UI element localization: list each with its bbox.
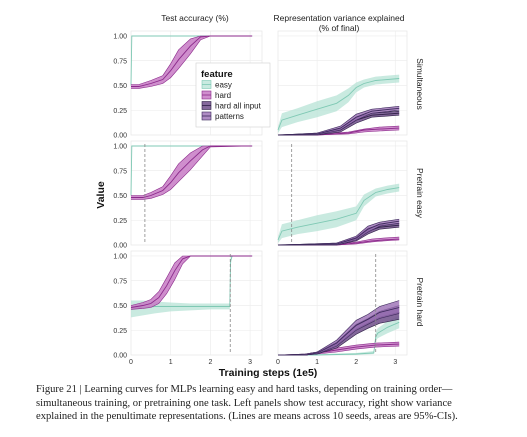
- series-patterns: [277, 300, 400, 356]
- x-tick-label: 3: [393, 359, 397, 366]
- mean-line: [130, 255, 253, 308]
- legend-label: hard: [215, 91, 231, 100]
- legend-label: easy: [215, 81, 232, 90]
- ci-lower-edge: [130, 255, 253, 310]
- ci-band: [278, 300, 400, 355]
- ci-lower-edge: [278, 109, 400, 136]
- ci-band: [278, 74, 400, 133]
- series-easy: [130, 35, 253, 89]
- mean-line: [277, 220, 400, 246]
- row-label-pretrain-easy: Pretrain easy: [415, 168, 425, 219]
- legend-label: patterns: [215, 112, 244, 121]
- y-tick-label: 1.00: [113, 34, 127, 41]
- y-tick-label: 1.00: [113, 254, 127, 261]
- ci-upper-edge: [277, 106, 400, 136]
- mean-line: [131, 145, 253, 198]
- panel-pretrain-easy-accuracy: 0.00 0.25 0.50 0.75 1.00: [113, 140, 263, 250]
- mean-line: [277, 78, 400, 131]
- y-tick-label: 0.00: [113, 353, 127, 360]
- series-patterns: [277, 218, 400, 246]
- panel-pretrain-hard-accuracy: 0.00 0.25 0.50 0.75 1.00 0 1 2 3: [113, 250, 263, 366]
- x-tick-label: 3: [248, 359, 252, 366]
- figure-caption: Figure 21 | Learning curves for MLPs lea…: [36, 383, 506, 424]
- series-hard: [131, 145, 253, 200]
- legend-label: hard all input: [215, 102, 262, 111]
- ci-band: [278, 106, 400, 135]
- x-tick-label: 2: [354, 359, 358, 366]
- mean-line: [277, 107, 400, 136]
- ci-band: [131, 256, 253, 318]
- ci-lower-edge: [131, 35, 253, 89]
- caption-line: simultaneous training, or pretraining on…: [36, 397, 452, 409]
- mean-line: [130, 35, 253, 86]
- y-tick-label: 0.75: [113, 168, 127, 175]
- series-patterns: [277, 106, 400, 136]
- y-tick-label: 0.75: [113, 58, 127, 65]
- ci-lower-edge: [131, 145, 253, 200]
- y-axis-label: Value: [95, 181, 107, 209]
- mean-line: [130, 145, 253, 196]
- panel-pretrain-easy-variance: [277, 140, 408, 246]
- ci-lower-edge: [278, 222, 400, 246]
- y-tick-label: 1.00: [113, 144, 127, 151]
- facet-panels: 0.00 0.25 0.50 0.75 1.00 0.00 0.25 0.50 0.75 1.00…: [113, 30, 408, 366]
- legend-title: feature: [201, 69, 233, 80]
- x-axis-label: Training steps (1e5): [219, 367, 318, 379]
- x-tick-label: 0: [276, 359, 280, 366]
- x-tick-label: 0: [129, 359, 133, 366]
- series-easy: [277, 74, 400, 133]
- mean-line: [131, 35, 253, 87]
- ci-band: [278, 183, 400, 243]
- caption-line: Figure 21 | Learning curves for MLPs lea…: [36, 384, 453, 395]
- ci-band: [131, 146, 253, 200]
- series-hard: [131, 35, 253, 89]
- row-label-simultaneous: Simultaneous: [415, 58, 425, 110]
- ci-upper-edge: [277, 300, 400, 356]
- ci-upper-edge: [131, 145, 253, 196]
- panel-simultaneous-variance: [277, 30, 408, 136]
- col-title-accuracy: Test accuracy (%): [161, 13, 229, 23]
- ci-band: [278, 342, 400, 355]
- ci-upper-edge: [277, 218, 400, 246]
- figure-labels: Test accuracy (%) Representation varianc…: [95, 13, 425, 379]
- panel-pretrain-hard-variance: 0 1 2 3: [276, 250, 408, 366]
- y-tick-label: 0.50: [113, 193, 127, 200]
- row-label-pretrain-hard: Pretrain hard: [415, 277, 425, 326]
- y-tick-label: 0.00: [113, 243, 127, 250]
- y-tick-label: 0.75: [113, 278, 127, 285]
- series-hard: [130, 255, 253, 310]
- y-tick-label: 0.25: [113, 108, 127, 115]
- x-tick-label: 2: [208, 359, 212, 366]
- series-easy: [130, 145, 253, 199]
- col-title-variance-line1: Representation variance explained: [274, 13, 405, 23]
- y-tick-label: 0.25: [113, 218, 127, 225]
- series-easy: [277, 183, 400, 243]
- y-tick-label: 0.00: [113, 133, 127, 140]
- y-tick-label: 0.50: [113, 303, 127, 310]
- caption-line: explained in the penultimate representat…: [36, 411, 458, 423]
- y-tick-label: 0.25: [113, 328, 127, 335]
- col-title-variance-line2: (% of final): [319, 23, 360, 33]
- mean-line: [277, 187, 400, 241]
- ci-band: [131, 256, 253, 310]
- mean-line: [278, 307, 400, 356]
- figure-canvas: 0.00 0.25 0.50 0.75 1.00 0.00 0.25 0.50 0.75 1.00…: [95, 13, 425, 379]
- x-tick-label: 1: [169, 359, 173, 366]
- ci-band: [278, 219, 400, 245]
- y-tick-label: 0.50: [113, 83, 127, 90]
- x-tick-label: 1: [315, 359, 319, 366]
- ci-upper-edge: [130, 255, 253, 306]
- ci-band: [278, 111, 400, 135]
